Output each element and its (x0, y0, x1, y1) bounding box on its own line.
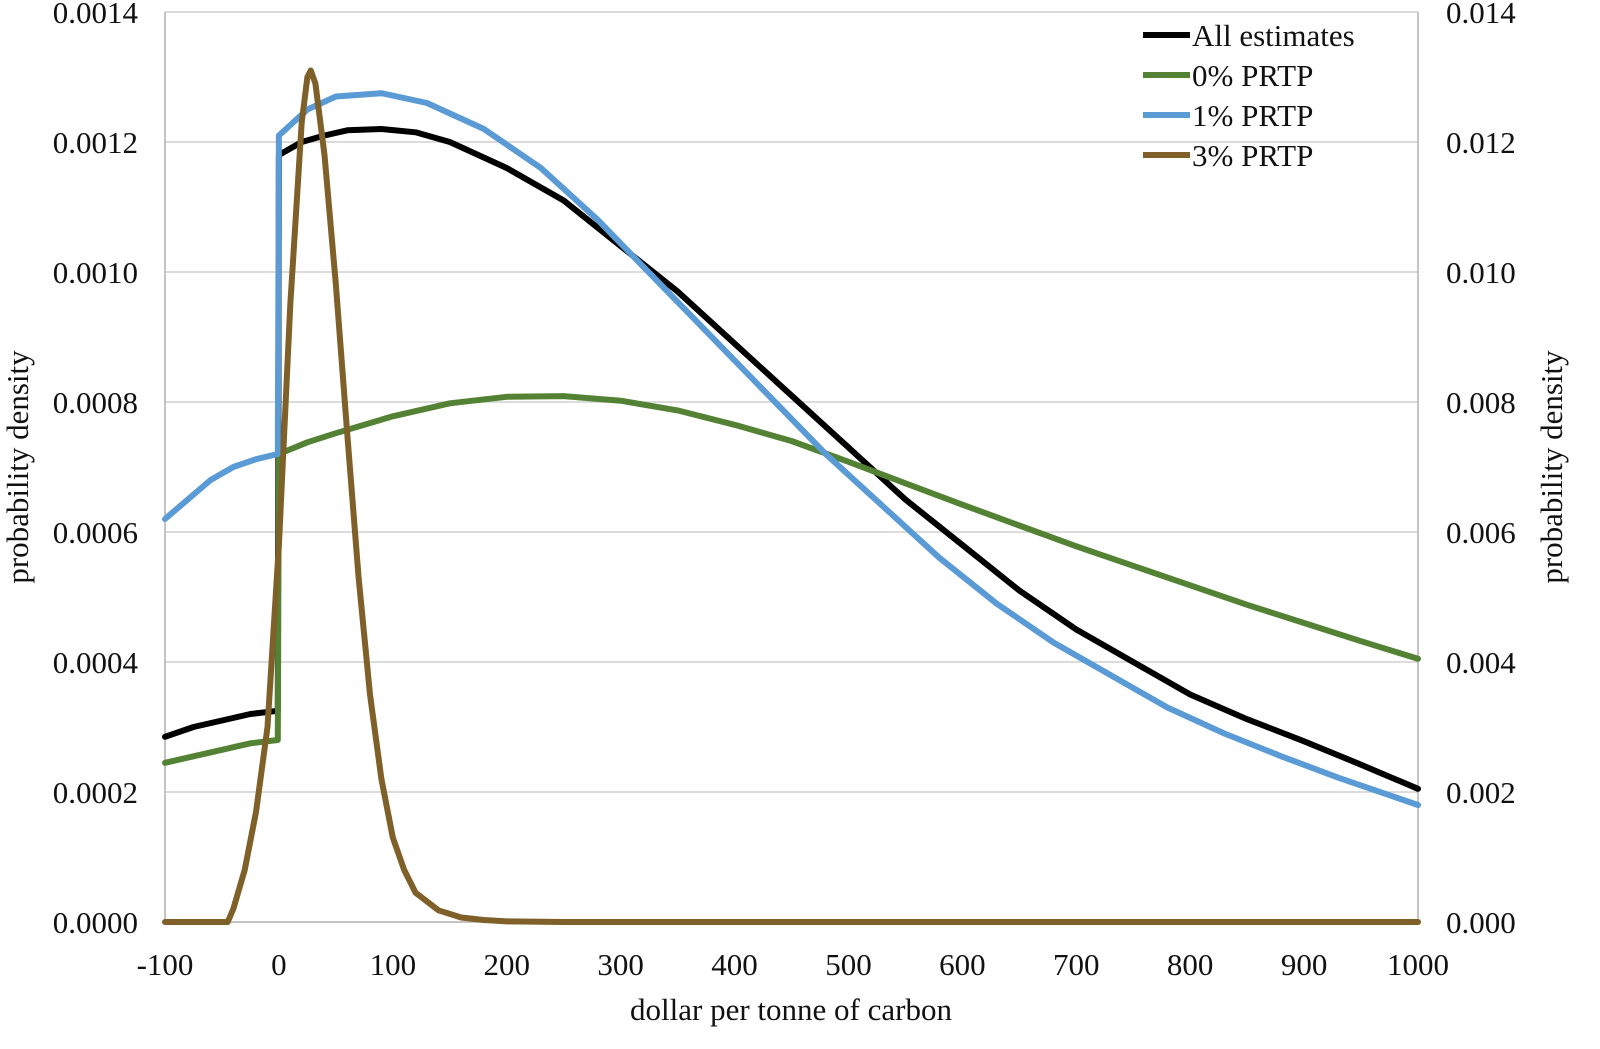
x-tick-label: 900 (1281, 947, 1328, 982)
series-line-0 (162, 126, 1421, 792)
gridlines (165, 11, 1418, 793)
legend-label: 3% PRTP (1192, 138, 1313, 173)
x-tick-label: 100 (370, 947, 417, 982)
x-axis-title: dollar per tonne of carbon (630, 992, 952, 1027)
series-line-2 (162, 90, 1421, 808)
left-y-tick-labels: 0.0000 0.0002 0.0004 0.0006 0.0008 0.0010 0.00… (53, 0, 139, 940)
y2-tick-label: 0.014 (1446, 0, 1516, 30)
series-lines (162, 67, 1421, 925)
y2-tick-label: 0.012 (1446, 125, 1516, 160)
y-tick-label: 0.0008 (53, 385, 138, 420)
series-line-1 (162, 393, 1421, 766)
x-tick-label: 200 (483, 947, 530, 982)
y2-tick-label: 0.000 (1446, 905, 1516, 940)
x-tick-label: 800 (1167, 947, 1214, 982)
x-tick-label: 300 (597, 947, 644, 982)
x-tick-labels: -100 0 100 200 300 400 500 600 700 800 900 1000 (137, 947, 1449, 982)
series-line-3 (162, 67, 1421, 925)
y-tick-label: 0.0014 (53, 0, 139, 30)
y2-tick-label: 0.006 (1446, 515, 1516, 550)
y-tick-label: 0.0004 (53, 645, 139, 680)
x-tick-label: 1000 (1387, 947, 1449, 982)
right-y-tick-labels: 0.000 0.002 0.004 0.006 0.008 0.010 0.012 0.014 (1446, 0, 1516, 940)
y2-tick-label: 0.002 (1446, 775, 1516, 810)
legend: All estimates 0% PRTP 1% PRTP 3% PRTP (1143, 18, 1355, 173)
y2-tick-label: 0.010 (1446, 255, 1516, 290)
legend-label: 1% PRTP (1192, 98, 1313, 133)
legend-label: All estimates (1192, 18, 1355, 53)
x-tick-label: 600 (939, 947, 986, 982)
x-tick-label: 0 (271, 947, 287, 982)
x-tick-label: -100 (137, 947, 194, 982)
y-tick-label: 0.0002 (53, 775, 138, 810)
y-axis-title: probability density (0, 350, 35, 584)
x-tick-label: 500 (825, 947, 872, 982)
y2-tick-label: 0.004 (1446, 645, 1516, 680)
x-tick-label: 400 (711, 947, 758, 982)
y-tick-label: 0.0000 (53, 905, 138, 940)
legend-label: 0% PRTP (1192, 58, 1313, 93)
x-tick-label: 700 (1053, 947, 1100, 982)
y2-axis-title: probability density (1534, 350, 1569, 584)
y-tick-label: 0.0006 (53, 515, 138, 550)
y2-tick-label: 0.008 (1446, 385, 1516, 420)
y-tick-label: 0.0010 (53, 255, 138, 290)
y-tick-label: 0.0012 (53, 125, 138, 160)
